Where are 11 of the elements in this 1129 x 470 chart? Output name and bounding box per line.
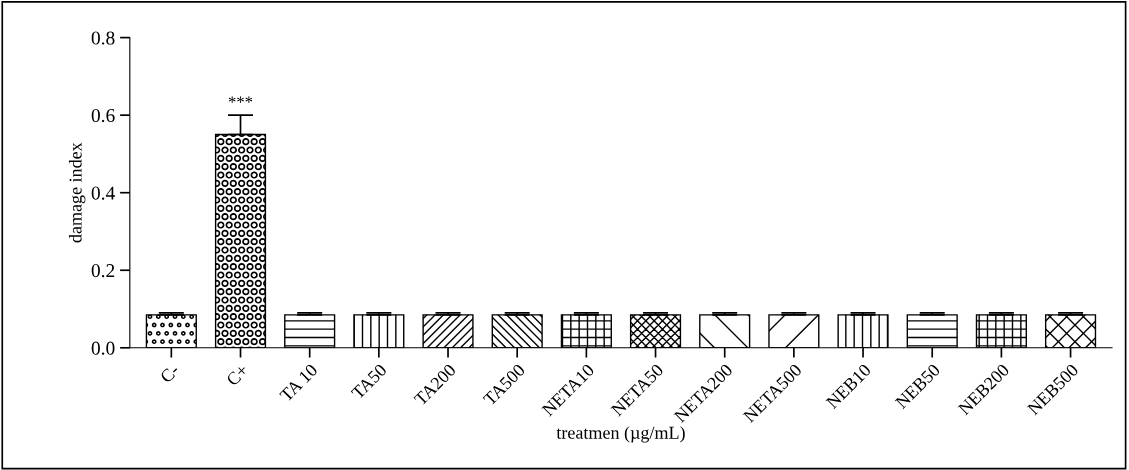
y-tick-label: 0.8 xyxy=(91,31,115,45)
x-tick-label: C+ xyxy=(225,363,249,387)
y-tick-label: 0.0 xyxy=(91,341,115,355)
x-tick-label: TA 10 xyxy=(279,363,319,403)
annotation: *** xyxy=(228,96,253,103)
y-tick-label: 0.2 xyxy=(91,264,115,278)
y-tick-label: 0.4 xyxy=(91,186,115,200)
x-tick-label: C- xyxy=(159,363,180,384)
y-axis-title: damage index xyxy=(68,142,86,243)
y-tick-label: 0.6 xyxy=(91,108,115,123)
x-axis-title: treatmen (µg/mL) xyxy=(556,426,685,443)
